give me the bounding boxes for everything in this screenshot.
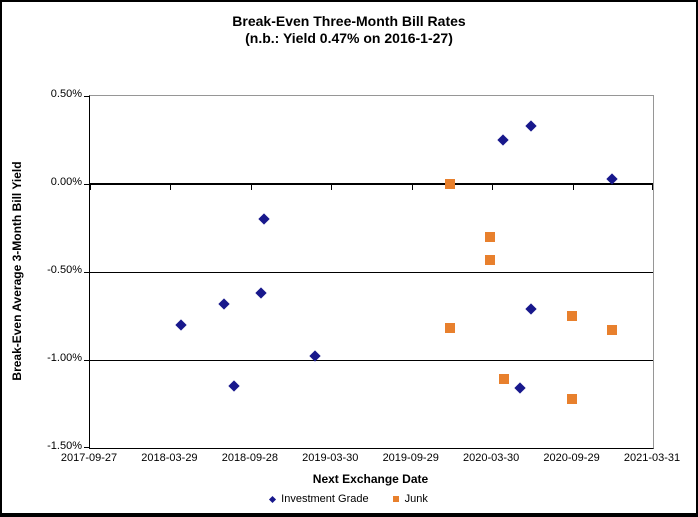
data-point-square-junk (444, 323, 455, 334)
x-axis-tick (331, 185, 333, 190)
y-axis-title: Break-Even Average 3-Month Bill Yield (10, 161, 24, 381)
x-axis-tick (411, 185, 413, 190)
junk-square-icon (392, 496, 399, 502)
chart-title: Break-Even Three-Month Bill Rates (n.b.:… (0, 13, 698, 47)
x-axis-tick (492, 185, 494, 190)
x-tick-label: 2018-09-28 (221, 452, 278, 464)
data-point-diamond-investment-grade (258, 213, 271, 225)
y-axis-tick (84, 272, 90, 273)
data-point-square-junk (444, 179, 455, 189)
x-axis-title: Next Exchange Date (312, 472, 429, 486)
x-tick-label: 2017-09-27 (60, 452, 118, 464)
x-axis-tick (572, 185, 574, 190)
data-point-diamond-investment-grade (228, 380, 240, 393)
y-axis-tick (84, 360, 90, 361)
y-tick-label: 0.00% (50, 176, 82, 188)
legend-label-investment-grade: Investment Grade (281, 493, 369, 505)
y-axis-tick (84, 184, 90, 185)
data-point-diamond-investment-grade (218, 298, 231, 310)
y-axis-tick (84, 447, 90, 448)
data-point-diamond-investment-grade (525, 120, 537, 132)
x-tick-label: 2018-03-29 (141, 452, 198, 464)
x-tick-label: 2020-03-30 (463, 452, 520, 464)
data-point-square-junk (567, 311, 578, 321)
data-point-square-junk (567, 393, 578, 404)
chart-title-line1: Break-Even Three-Month Bill Rates (232, 13, 466, 29)
x-tick-label: 2019-09-29 (382, 452, 439, 464)
zero-axis-line (90, 183, 653, 185)
plot-area (84, 95, 654, 449)
data-point-square-junk (499, 374, 509, 385)
y-tick-label: -1.50% (47, 440, 82, 452)
gridline (90, 360, 653, 361)
investment-grade-diamond-icon (269, 495, 277, 503)
x-axis-tick (90, 185, 91, 190)
data-point-diamond-investment-grade (255, 287, 268, 299)
data-point-diamond-investment-grade (175, 319, 187, 331)
x-tick-label: 2020-09-29 (543, 452, 600, 464)
data-point-diamond-investment-grade (525, 303, 537, 315)
x-axis-tick (652, 185, 653, 190)
data-point-square-junk (607, 325, 618, 336)
legend-item-junk: Junk (392, 493, 428, 505)
data-point-diamond-investment-grade (514, 382, 526, 394)
x-axis-tick (170, 185, 172, 190)
chart-title-line2: (n.b.: Yield 0.47% on 2016-1-27) (245, 30, 453, 46)
y-tick-label: 0.50% (50, 88, 82, 100)
x-tick-label: 2021-03-31 (623, 452, 681, 464)
legend-item-investment-grade: Investment Grade (269, 493, 369, 505)
data-point-diamond-investment-grade (497, 134, 509, 146)
legend: Investment Grade Junk (0, 493, 698, 505)
gridline (90, 272, 653, 273)
y-axis-tick (84, 96, 90, 97)
y-tick-label: -1.00% (47, 352, 82, 364)
y-tick-label: -0.50% (47, 264, 82, 276)
data-point-square-junk (484, 254, 495, 265)
x-axis-tick (250, 185, 252, 190)
x-tick-label: 2019-03-30 (302, 452, 359, 464)
legend-label-junk: Junk (404, 493, 428, 505)
data-point-square-junk (484, 231, 495, 242)
